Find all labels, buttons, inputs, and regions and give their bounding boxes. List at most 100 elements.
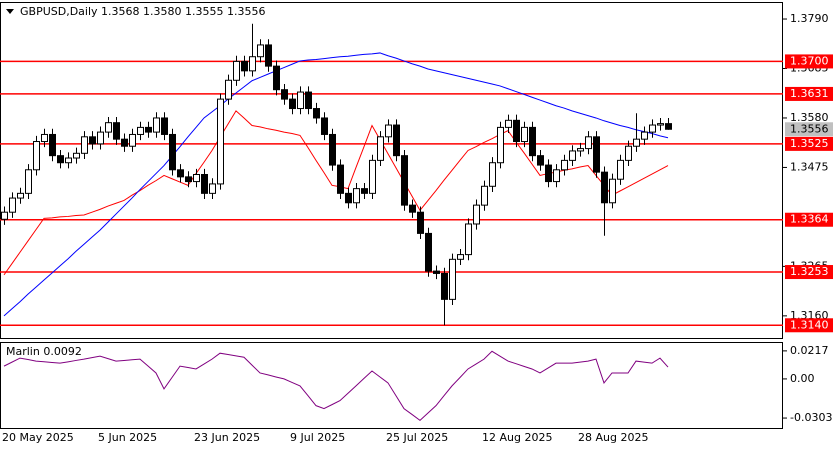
y-tick-label: 1.3580 <box>790 111 829 124</box>
level-label-bg <box>785 54 833 69</box>
candle-body <box>249 56 256 72</box>
indicator-line <box>3 350 669 422</box>
candle-body <box>361 188 368 194</box>
level-label: 1.3525 <box>790 137 829 150</box>
candle-body <box>369 159 376 194</box>
candle-body <box>33 141 40 171</box>
candle-body <box>513 119 520 143</box>
chart-title: GBPUSD,Daily 1.3568 1.3580 1.3555 1.3556 <box>20 5 265 18</box>
candle-body <box>1 211 8 220</box>
candle-body <box>305 91 312 110</box>
main-pane <box>0 2 783 339</box>
candle-body <box>537 155 544 166</box>
candle-body <box>281 89 288 100</box>
candle-body <box>313 108 320 119</box>
candle-body <box>297 91 304 110</box>
candle-body <box>233 60 240 81</box>
candle-body <box>113 122 120 140</box>
candle-body <box>241 60 248 72</box>
candle-body <box>585 136 592 150</box>
candle-body <box>377 136 384 161</box>
candle-body <box>473 204 480 225</box>
y-tick-label: 0.0217 <box>790 344 829 357</box>
candle-body <box>433 270 440 274</box>
y-tick-label: 1.3790 <box>790 12 829 25</box>
candle-body <box>577 148 584 152</box>
candle-body <box>265 44 272 67</box>
candle-body <box>209 183 216 194</box>
candle-body <box>521 126 528 143</box>
x-tick-label: 5 Jun 2025 <box>98 431 157 444</box>
candle-body <box>289 98 296 110</box>
last-price-bg <box>785 122 833 137</box>
level-label: 1.3140 <box>790 318 829 331</box>
candle-body <box>145 126 152 133</box>
moving-average <box>3 52 669 317</box>
candle-body <box>137 126 144 135</box>
candle-body <box>657 123 664 126</box>
candle-body <box>465 223 472 256</box>
candle-body <box>561 159 568 171</box>
level-label-bg <box>785 318 833 333</box>
candle-body <box>481 185 488 206</box>
candle-body <box>129 133 136 147</box>
candle-body <box>89 136 96 145</box>
candle-body <box>337 164 344 194</box>
level-label-bg <box>785 212 833 227</box>
candle-body <box>625 145 632 161</box>
candle-body <box>97 131 104 145</box>
candle-body <box>25 169 32 194</box>
candle-body <box>649 124 656 133</box>
y-tick-label: 1.3475 <box>790 160 829 173</box>
candle-body <box>489 162 496 187</box>
candle-body <box>665 123 672 130</box>
candle-body <box>17 192 24 199</box>
candle-body <box>65 157 72 164</box>
candle-body <box>569 150 576 161</box>
candle-body <box>345 192 352 204</box>
candle-body <box>273 65 280 91</box>
last-price-label: 1.3556 <box>790 122 829 135</box>
candle-body <box>609 178 616 204</box>
candle-body <box>401 155 408 206</box>
candle-body <box>497 126 504 164</box>
candle-body <box>601 171 608 204</box>
candle-body <box>641 131 648 140</box>
menu-triangle <box>6 9 14 14</box>
candle-body <box>201 174 208 194</box>
level-label-bg <box>785 265 833 280</box>
candle-body <box>321 117 328 135</box>
candle-body <box>529 126 536 157</box>
indicator-pane <box>0 342 783 429</box>
candle-body <box>73 152 80 159</box>
candle-body <box>425 232 432 272</box>
candle-body <box>177 169 184 178</box>
level-label: 1.3700 <box>790 54 829 67</box>
x-tick-label: 28 Aug 2025 <box>578 431 648 444</box>
indicator-title: Marlin 0.0092 <box>6 345 82 358</box>
candle-body <box>41 133 48 143</box>
level-label: 1.3253 <box>790 265 829 278</box>
level-label-bg <box>785 86 833 101</box>
candle-body <box>193 174 200 183</box>
candle-body <box>545 164 552 183</box>
x-tick-label: 25 Jul 2025 <box>386 431 448 444</box>
candle-body <box>153 117 160 133</box>
candle-body <box>457 254 464 260</box>
candle-body <box>217 98 224 185</box>
x-tick-label: 23 Jun 2025 <box>194 431 260 444</box>
x-tick-label: 9 Jul 2025 <box>290 431 345 444</box>
y-tick-label: -0.0303 <box>790 411 832 424</box>
candle-body <box>169 133 176 171</box>
candle-body <box>329 133 336 166</box>
candle-body <box>553 169 560 183</box>
candle-body <box>441 272 448 300</box>
candle-body <box>121 138 128 147</box>
candle-body <box>81 136 88 154</box>
y-tick-label: 0.00 <box>790 372 815 385</box>
candle-body <box>225 79 232 100</box>
candle-body <box>505 119 512 128</box>
candle-body <box>633 138 640 147</box>
